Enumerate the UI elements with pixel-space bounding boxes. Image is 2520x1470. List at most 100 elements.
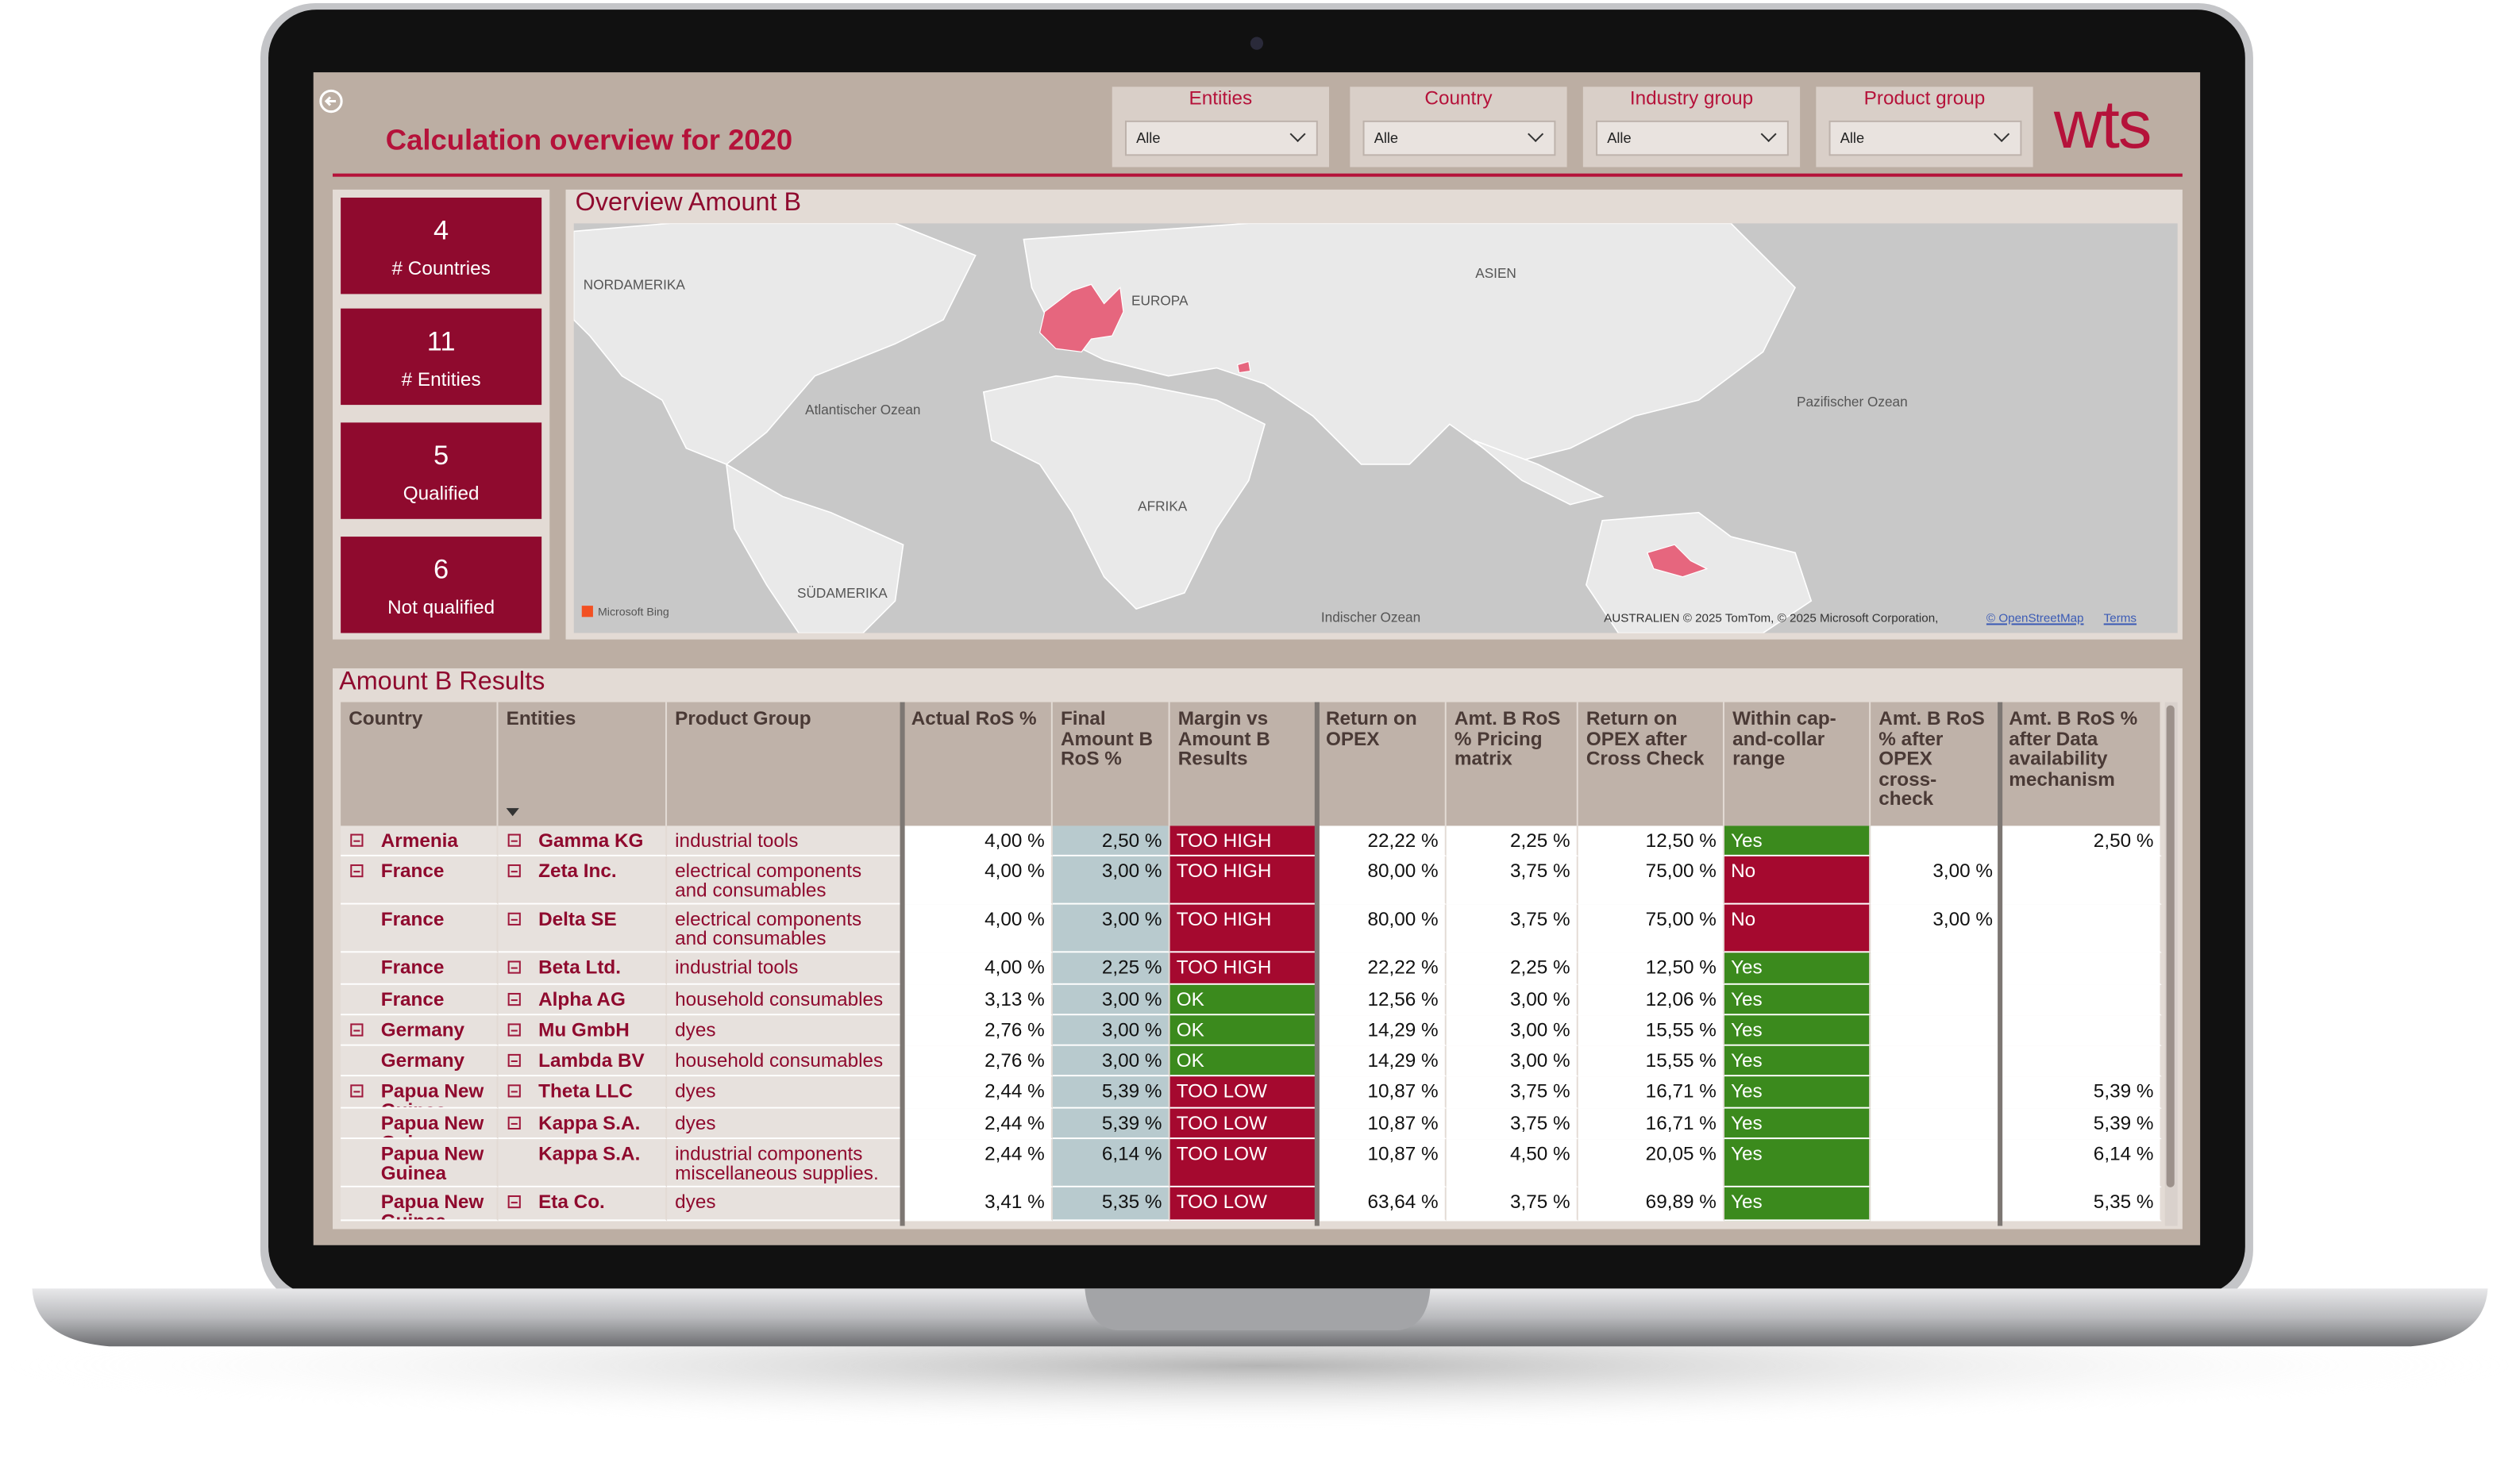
table-cell: 3,75 % xyxy=(1446,1108,1578,1140)
map-link[interactable]: © OpenStreetMap xyxy=(1986,610,2084,625)
table-cell: dyes xyxy=(667,1076,904,1109)
expand-toggle[interactable] xyxy=(507,1116,521,1130)
column-header[interactable]: Final Amount B RoS % xyxy=(1052,702,1170,826)
expand-toggle[interactable] xyxy=(350,1084,364,1098)
table-cell xyxy=(1871,825,2002,856)
filter: Industry group Alle xyxy=(1582,87,1801,167)
table-cell: Armenia xyxy=(341,825,499,856)
table-cell: No xyxy=(1724,904,1871,953)
expand-toggle[interactable] xyxy=(350,833,364,847)
map-label: Atlantischer Ozean xyxy=(805,402,921,418)
table-cell: OK xyxy=(1169,1015,1318,1046)
table-cell: 5,39 % xyxy=(2001,1076,2162,1109)
table-cell xyxy=(2001,1015,2162,1046)
table-cell: 5,39 % xyxy=(1052,1108,1170,1140)
table-cell: 15,55 % xyxy=(1578,1015,1724,1046)
table-cell: 2,76 % xyxy=(903,1015,1053,1046)
table-cell xyxy=(2001,904,2162,953)
table-cell: Gamma KG xyxy=(498,825,668,856)
table-cell: Yes xyxy=(1724,1139,1871,1187)
expand-toggle[interactable] xyxy=(507,960,521,974)
table-cell: TOO HIGH xyxy=(1169,952,1318,985)
table-cell: Beta Ltd. xyxy=(498,952,668,985)
table-cell: France xyxy=(341,856,499,905)
table-cell: 22,22 % xyxy=(1317,952,1447,985)
column-header[interactable]: Entities xyxy=(498,702,668,826)
filter-dropdown[interactable]: Alle xyxy=(1596,120,1789,156)
filter-label: Country xyxy=(1424,87,1493,110)
map-label: AFRIKA xyxy=(1138,498,1188,514)
table-cell: 63,64 % xyxy=(1317,1187,1447,1222)
table-cell: OK xyxy=(1169,1045,1318,1077)
table-cell: Papua New Guinea xyxy=(341,1187,499,1222)
expand-toggle[interactable] xyxy=(350,864,364,878)
table-cell xyxy=(1871,984,2002,1016)
table-cell: 2,50 % xyxy=(1052,825,1170,856)
table-cell: 3,75 % xyxy=(1446,904,1578,953)
table-cell: TOO LOW xyxy=(1169,1139,1318,1187)
expand-toggle[interactable] xyxy=(507,1053,521,1068)
column-header[interactable]: Amt. B RoS % Pricing matrix xyxy=(1446,702,1578,826)
table-cell: Kappa S.A. xyxy=(498,1139,668,1187)
table-cell: 5,39 % xyxy=(1052,1076,1170,1109)
chevron xyxy=(1760,126,1777,143)
filter-value: Alle xyxy=(1136,129,1161,147)
table-cell: 3,75 % xyxy=(1446,856,1578,905)
column-header[interactable]: Amt. B RoS % after Data availability mec… xyxy=(2001,702,2162,826)
filter: Entities Alle xyxy=(1112,87,1330,167)
table-cell: 3,00 % xyxy=(1052,856,1170,905)
table-cell: dyes xyxy=(667,1015,904,1046)
table-cell: household consumables xyxy=(667,1045,904,1077)
filter-dropdown[interactable]: Alle xyxy=(1124,120,1318,156)
filter-value: Alle xyxy=(1840,129,1865,147)
expand-toggle[interactable] xyxy=(507,1023,521,1037)
kpi-label: # Countries xyxy=(391,256,491,280)
expand-toggle[interactable] xyxy=(350,1023,364,1037)
column-header[interactable]: Amt. B RoS % after OPEX cross-check xyxy=(1871,702,2002,826)
filter: Country Alle xyxy=(1350,87,1567,167)
expand-toggle[interactable] xyxy=(507,1084,521,1098)
table-cell: 5,39 % xyxy=(2001,1108,2162,1140)
kpi-card: 6 Not qualified xyxy=(341,537,542,633)
expand-toggle[interactable] xyxy=(507,912,521,925)
table-cell: 10,87 % xyxy=(1317,1108,1447,1140)
table-cell xyxy=(2001,952,2162,985)
map-label: SÜDAMERIKA xyxy=(797,584,888,602)
map[interactable] xyxy=(573,223,2178,633)
expand-toggle[interactable] xyxy=(507,864,521,878)
table-cell: electrical components and consumables xyxy=(667,856,904,905)
table-cell: 10,87 % xyxy=(1317,1139,1447,1187)
table-cell xyxy=(2001,984,2162,1016)
expand-toggle[interactable] xyxy=(507,992,521,1006)
column-header[interactable]: Within cap-and-collar range xyxy=(1724,702,1871,826)
table-cell: 12,50 % xyxy=(1578,825,1724,856)
table-cell: 6,14 % xyxy=(1052,1139,1170,1187)
map-label: NORDAMERIKA xyxy=(583,276,685,293)
chevron xyxy=(1289,126,1306,143)
column-header[interactable]: Margin vs Amount B Results xyxy=(1169,702,1318,826)
map-link[interactable]: Terms xyxy=(2103,610,2137,625)
kpi-value: 11 xyxy=(426,325,456,357)
column-header[interactable]: Product Group xyxy=(667,702,904,826)
table-title: Amount B Results xyxy=(339,668,545,696)
table-cell: Yes xyxy=(1724,984,1871,1016)
kpi-value: 4 xyxy=(433,215,449,246)
expand-toggle[interactable] xyxy=(507,833,521,847)
back-button[interactable] xyxy=(318,88,344,114)
table-cell: TOO HIGH xyxy=(1169,904,1318,953)
filter-dropdown[interactable]: Alle xyxy=(1362,120,1556,156)
column-header[interactable]: Return on OPEX xyxy=(1317,702,1447,826)
scrollbar[interactable] xyxy=(2164,702,2178,1226)
filter-dropdown[interactable]: Alle xyxy=(1828,120,2022,156)
table-cell: Kappa S.A. xyxy=(498,1108,668,1140)
column-header[interactable]: Country xyxy=(341,702,499,826)
table-cell: 3,13 % xyxy=(903,984,1053,1016)
expand-toggle[interactable] xyxy=(507,1195,521,1209)
table-cell: Yes xyxy=(1724,1045,1871,1077)
column-header[interactable]: Return on OPEX after Cross Check xyxy=(1578,702,1724,826)
column-header[interactable]: Actual RoS % xyxy=(903,702,1053,826)
column-divider xyxy=(1998,702,2003,1226)
table-cell: 16,71 % xyxy=(1578,1108,1724,1140)
